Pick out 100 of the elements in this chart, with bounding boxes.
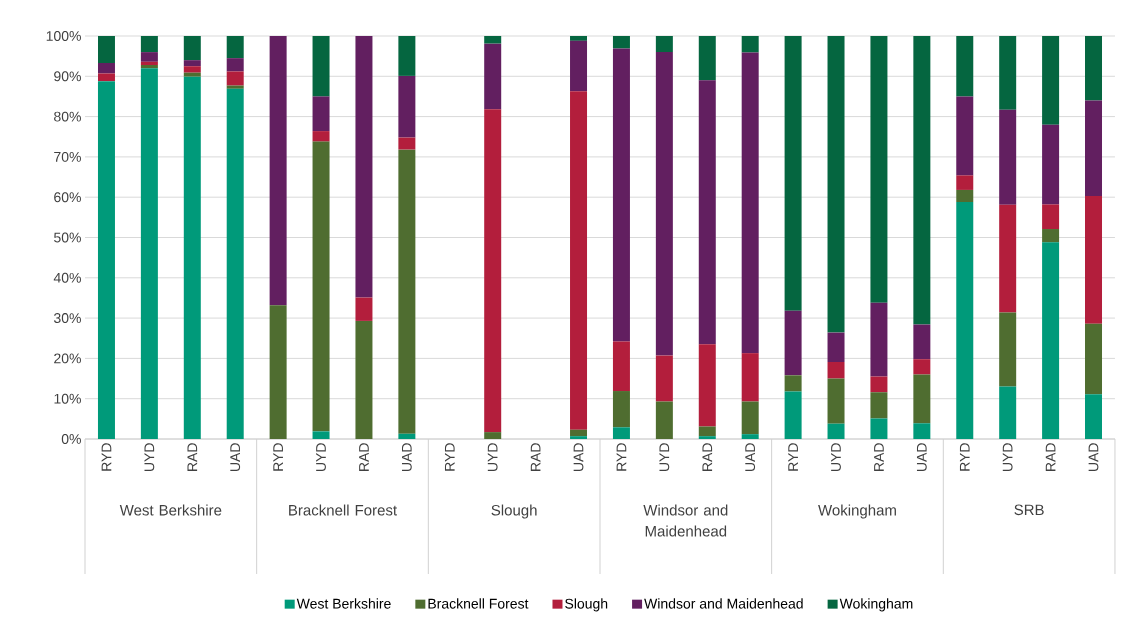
x-tick-label: RAD	[187, 443, 198, 471]
bar	[612, 427, 630, 439]
bar	[570, 91, 588, 430]
bar	[1042, 242, 1060, 439]
bar	[698, 344, 716, 427]
bar	[913, 35, 931, 325]
text: West Berkshire	[119, 504, 222, 516]
x-tick-label: UYD	[487, 443, 498, 471]
legend-label: Bracknell Forest	[428, 598, 529, 609]
bar	[784, 375, 802, 392]
y-tick-label: 60%	[54, 192, 81, 203]
bar	[1085, 394, 1103, 439]
bar	[312, 131, 330, 142]
legend-label: Slough	[565, 598, 608, 612]
bar	[226, 71, 244, 86]
x-tick-label: UYD	[316, 443, 326, 471]
x-tick-label: RYD	[959, 443, 970, 471]
bar	[140, 65, 158, 69]
bar	[655, 52, 673, 356]
bar	[226, 58, 244, 72]
y-tick-label: 100%	[46, 31, 81, 41]
bar	[183, 60, 201, 67]
x-tick-label: RAD	[702, 443, 713, 471]
x-tick-label: RYD	[101, 443, 112, 471]
bar	[1042, 35, 1060, 125]
bar	[398, 433, 416, 439]
y-tick-label: 50%	[54, 232, 81, 243]
bar	[140, 35, 158, 53]
bar	[784, 391, 802, 439]
bar	[655, 401, 673, 439]
x-tick-label: RYD	[788, 443, 798, 471]
bar	[1085, 195, 1103, 324]
y-tick-label: 30%	[53, 313, 81, 324]
y-tick-label: 70%	[54, 151, 81, 162]
bar	[612, 48, 630, 342]
bar	[183, 66, 201, 73]
bar	[913, 423, 931, 439]
bar	[484, 35, 502, 44]
bar	[870, 392, 888, 419]
bar	[140, 52, 158, 62]
bar	[870, 418, 888, 439]
bar	[97, 63, 115, 74]
bar	[183, 76, 201, 439]
text: Bracknell Forest	[289, 504, 397, 516]
x-tick-label: RAD	[874, 443, 884, 471]
bar	[140, 68, 158, 439]
bar	[1085, 100, 1103, 196]
bar	[355, 320, 373, 439]
x-tick-label: RAD	[530, 443, 541, 471]
bar	[312, 35, 330, 97]
bar	[226, 88, 244, 439]
bar	[312, 96, 330, 132]
bar	[956, 175, 974, 190]
bar	[827, 362, 845, 379]
bar	[999, 312, 1017, 387]
x-tick-label: UAD	[916, 443, 927, 471]
bar	[913, 324, 931, 360]
bar	[183, 72, 201, 77]
text: SRB	[1014, 504, 1044, 516]
bar	[655, 35, 673, 53]
bar	[999, 386, 1017, 439]
legend-label: Windsor and Maidenhead	[644, 598, 803, 609]
bar	[312, 431, 330, 439]
bar	[913, 374, 931, 424]
x-tick-label: RYD	[616, 443, 627, 471]
bar	[398, 75, 416, 138]
legend-label: West Berkshire	[296, 598, 391, 609]
x-tick-label: RYD	[444, 443, 455, 471]
bar	[355, 297, 373, 321]
bar	[956, 35, 974, 97]
y-tick-label: 10%	[54, 393, 81, 404]
bar	[484, 432, 502, 439]
bar	[741, 353, 759, 402]
y-tick-label: 0%	[61, 434, 81, 444]
bar	[612, 391, 630, 428]
bar	[999, 109, 1017, 205]
bar	[612, 341, 630, 392]
x-tick-label: RYD	[273, 443, 283, 471]
bar	[784, 35, 802, 311]
bar	[1042, 229, 1060, 243]
x-tick-label: UAD	[230, 443, 241, 471]
bar	[398, 35, 416, 76]
bar	[870, 376, 888, 393]
bar	[741, 401, 759, 435]
bar	[741, 52, 759, 354]
bar	[698, 35, 716, 81]
bar	[97, 35, 115, 63]
bar	[698, 426, 716, 437]
y-tick-label: 90%	[54, 71, 81, 82]
bar	[698, 80, 716, 345]
bar	[870, 302, 888, 377]
bar	[140, 61, 158, 66]
bar	[956, 96, 974, 176]
bar	[741, 434, 759, 439]
text: Wokingham	[818, 504, 896, 519]
x-tick-label: UAD	[401, 443, 412, 471]
bar	[570, 40, 588, 92]
bar	[97, 81, 115, 439]
bar	[741, 35, 759, 53]
bar	[570, 429, 588, 437]
